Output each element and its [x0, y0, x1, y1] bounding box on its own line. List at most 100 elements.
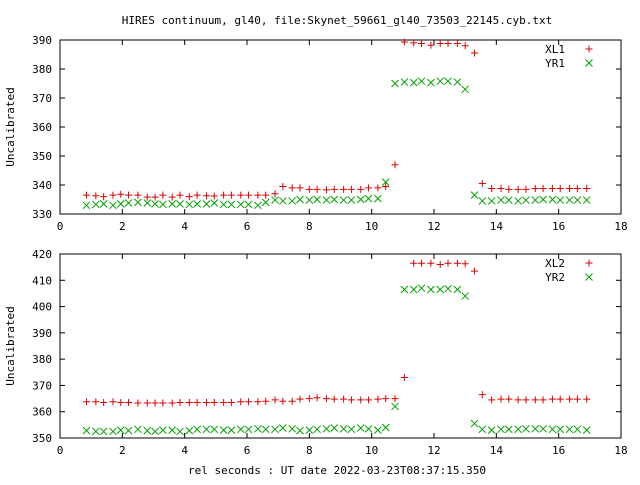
data-point-yr2 — [582, 426, 591, 434]
data-point-yr2 — [514, 425, 523, 434]
x-tick-label: 14 — [490, 444, 504, 457]
data-point-xl2 — [505, 395, 513, 403]
data-point-xl2 — [279, 397, 287, 405]
data-point-xl1 — [313, 185, 321, 193]
data-point-yr2 — [151, 427, 159, 436]
data-point-xl2 — [400, 374, 408, 382]
data-point-yr1 — [453, 78, 462, 86]
data-point-yr1 — [573, 196, 582, 204]
data-point-yr1 — [176, 199, 184, 208]
data-point-yr2 — [271, 425, 279, 434]
data-point-yr2 — [565, 425, 574, 434]
data-point-yr2 — [322, 424, 331, 433]
data-point-yr2 — [109, 427, 117, 436]
data-point-xl1 — [220, 191, 228, 199]
x-tick-label: 16 — [552, 444, 565, 457]
x-tick-label: 0 — [57, 444, 64, 457]
data-point-xl2 — [418, 259, 426, 267]
data-point-yr2 — [453, 285, 462, 294]
data-point-yr2 — [548, 425, 557, 434]
data-point-yr1 — [347, 196, 356, 204]
data-point-xl1 — [427, 41, 435, 49]
y-tick-label: 360 — [32, 121, 52, 134]
data-point-yr2 — [244, 425, 253, 434]
data-point-yr1 — [374, 194, 382, 203]
data-point-yr2 — [134, 425, 142, 434]
x-tick-label: 4 — [181, 220, 188, 233]
data-point-yr1 — [227, 200, 236, 209]
y-axis-label: Uncalibrated — [4, 306, 17, 385]
data-point-xl1 — [340, 185, 348, 193]
data-point-xl1 — [82, 191, 90, 199]
data-point-xl1 — [365, 184, 373, 192]
data-point-xl1 — [143, 193, 151, 201]
y-tick-label: 380 — [32, 353, 52, 366]
data-point-xl2 — [436, 261, 444, 269]
series-xl1 — [82, 38, 591, 201]
data-point-xl2 — [159, 399, 167, 407]
x-tick-label: 8 — [306, 220, 313, 233]
data-point-xl1 — [531, 184, 539, 192]
data-point-xl1 — [444, 39, 452, 47]
x-tick-label: 8 — [306, 444, 313, 457]
data-point-xl1 — [391, 161, 399, 169]
data-point-xl2 — [471, 267, 479, 275]
data-point-yr1 — [210, 199, 219, 207]
data-point-xl1 — [461, 42, 469, 50]
data-point-xl2 — [330, 395, 338, 403]
x-tick-label: 6 — [244, 444, 251, 457]
data-point-yr2 — [487, 426, 496, 434]
data-point-yr1 — [261, 198, 270, 207]
data-point-xl2 — [176, 399, 184, 407]
data-point-xl1 — [418, 39, 426, 47]
data-point-xl1 — [436, 39, 444, 47]
x-tick-label: 18 — [614, 444, 627, 457]
data-point-yr1 — [487, 197, 496, 205]
x-tick-label: 10 — [365, 444, 378, 457]
data-point-yr1 — [305, 196, 314, 204]
x-axis-label: rel seconds : UT date 2022-03-23T08:37:1… — [188, 464, 486, 477]
data-point-xl1 — [210, 192, 218, 200]
plot-panel-2: 0 2 4 6 8 10 12 14 16 18 350 360 370 380 390 400 410 420 U… — [4, 248, 628, 457]
data-point-xl1 — [488, 184, 496, 192]
data-point-xl1 — [573, 184, 581, 192]
data-point-yr1 — [461, 85, 470, 94]
data-point-xl1 — [382, 182, 390, 190]
data-point-xl2 — [202, 399, 210, 407]
data-point-yr1 — [109, 201, 117, 210]
data-point-xl1 — [193, 191, 201, 199]
y-tick-label: 390 — [32, 34, 52, 47]
data-point-xl2 — [497, 395, 505, 403]
data-point-xl2 — [262, 397, 270, 405]
data-point-yr2 — [391, 402, 399, 411]
y-tick-label: 370 — [32, 92, 52, 105]
data-point-yr2 — [427, 285, 435, 294]
data-point-yr1 — [444, 77, 452, 86]
data-point-yr2 — [193, 425, 201, 434]
x-tick-label: 4 — [181, 444, 188, 457]
data-point-yr2 — [461, 292, 470, 300]
data-point-xl1 — [237, 191, 245, 199]
data-point-yr2 — [417, 284, 426, 293]
data-point-xl2 — [210, 399, 218, 407]
data-point-yr2 — [504, 425, 513, 434]
plot-panel-1: 0 2 4 6 8 10 12 14 16 18 330 340 350 360 370 380 390 Unca… — [4, 34, 628, 233]
data-point-yr1 — [116, 199, 125, 208]
data-point-yr1 — [497, 196, 505, 204]
data-point-xl2 — [100, 399, 108, 407]
data-point-xl1 — [151, 193, 159, 201]
y-tick-label: 360 — [32, 406, 52, 419]
data-point-yr1 — [478, 197, 487, 205]
data-point-xl2 — [340, 395, 348, 403]
data-point-yr2 — [436, 285, 445, 294]
data-point-yr1 — [417, 77, 426, 86]
data-point-xl1 — [271, 190, 279, 198]
data-point-yr1 — [288, 197, 297, 205]
data-point-yr1 — [330, 195, 339, 204]
data-point-yr1 — [244, 200, 253, 209]
data-point-xl2 — [117, 399, 125, 407]
data-point-xl2 — [357, 396, 365, 404]
data-point-yr1 — [185, 200, 194, 209]
data-point-xl1 — [159, 191, 167, 199]
